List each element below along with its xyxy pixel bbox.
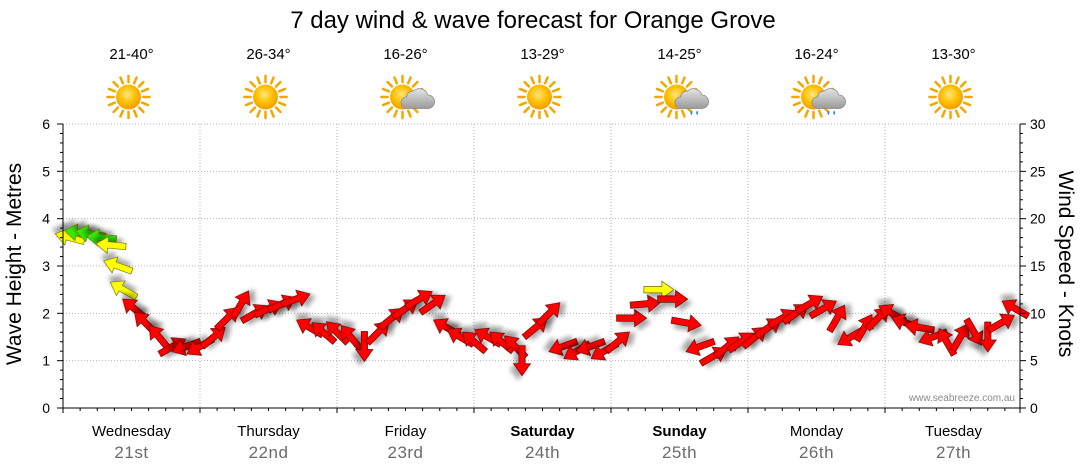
day-date: 22nd — [249, 443, 289, 462]
right-tick-label: 10 — [1030, 305, 1046, 321]
right-tick-label: 5 — [1030, 353, 1038, 369]
sunny-icon — [106, 74, 151, 120]
day-name: Wednesday — [92, 423, 171, 440]
sunny-icon — [517, 74, 562, 120]
wind-arrow — [85, 228, 118, 247]
day-temperature-range: 16-24° — [794, 46, 838, 63]
wind-arrow — [95, 235, 127, 255]
day-temperature-range: 14-25° — [657, 46, 701, 63]
wind-arrow — [629, 294, 661, 313]
wind-arrow — [280, 289, 311, 308]
day-temperature-range: 21-40° — [109, 46, 153, 63]
day-temperature-range: 26-34° — [246, 46, 290, 63]
wind-arrow — [986, 313, 1015, 334]
wind-arrow — [657, 289, 689, 309]
left-tick-label: 1 — [42, 353, 50, 369]
wind-arrow — [103, 256, 134, 275]
day-date: 27th — [936, 443, 971, 462]
wind-arrow — [404, 289, 433, 310]
partly-cloudy-showers-icon — [791, 74, 846, 120]
right-tick-label: 0 — [1030, 400, 1038, 416]
left-tick-label: 6 — [42, 116, 50, 132]
left-tick-label: 5 — [42, 163, 50, 179]
wind-arrow — [670, 314, 702, 333]
partly-cloudy-showers-icon — [654, 74, 709, 120]
day-date: 24th — [525, 443, 560, 462]
wind-arrows — [54, 223, 1031, 377]
day-name: Saturday — [510, 423, 575, 440]
wind-arrow — [462, 331, 489, 355]
day-date: 25th — [662, 443, 697, 462]
wind-arrow — [199, 326, 226, 350]
chart-title: 7 day wind & wave forecast for Orange Gr… — [290, 7, 776, 34]
wind-arrow — [794, 294, 824, 315]
day-date: 23rd — [387, 443, 423, 462]
day-date: 26th — [799, 443, 834, 462]
wind-arrow — [808, 299, 837, 320]
wind-arrow — [685, 337, 716, 357]
wind-arrow — [1001, 299, 1031, 320]
wind-arrow — [548, 337, 579, 357]
left-tick-label: 0 — [42, 400, 50, 416]
wind-arrow — [949, 323, 970, 353]
wind-arrow — [418, 294, 446, 316]
wind-arrow — [575, 337, 607, 357]
left-tick-label: 4 — [42, 211, 50, 227]
wind-arrow — [311, 322, 338, 345]
day-name: Friday — [385, 423, 427, 440]
day-name: Thursday — [237, 423, 300, 440]
daily-weather-row: 21-40° 26-34° 16-26° 13-29° 14-25° 16-24° 13-3… — [106, 46, 976, 120]
right-axis-label: Wind Speed - Knots — [1054, 171, 1077, 358]
wind-arrow — [109, 280, 139, 301]
right-tick-label: 15 — [1030, 258, 1046, 274]
day-temperature-range: 13-29° — [520, 46, 564, 63]
seabreeze-credit: www.seabreeze.com.au — [908, 393, 1015, 404]
left-tick-label: 2 — [42, 305, 50, 321]
day-date: 21st — [114, 443, 148, 462]
chart-axes: 0 1 2 3 4 5 6 0 5 10 15 20 25 30 — [42, 116, 1046, 416]
day-temperature-range: 13-30° — [931, 46, 975, 63]
right-tick-label: 20 — [1030, 211, 1046, 227]
sunny-icon — [243, 74, 288, 120]
chart-grid — [63, 123, 1020, 408]
wind-arrow — [355, 331, 374, 363]
day-temperature-range: 16-26° — [383, 46, 427, 63]
wind-arrow — [853, 313, 874, 343]
x-axis-labels: Wednesday 21st Thursday 22nd Friday 23rd Satur… — [92, 423, 982, 462]
wind-arrow — [512, 345, 532, 377]
sunny-icon — [928, 74, 973, 120]
right-tick-label: 30 — [1030, 116, 1046, 132]
wind-arrow — [826, 304, 847, 334]
day-name: Sunday — [652, 423, 707, 440]
wind-arrow — [230, 290, 251, 319]
wind-arrow — [978, 321, 997, 353]
wind-arrow — [603, 331, 630, 355]
day-name: Tuesday — [925, 423, 982, 440]
wind-arrow — [643, 280, 675, 299]
wind-arrow — [535, 302, 561, 327]
left-tick-label: 3 — [42, 258, 50, 274]
day-name: Monday — [790, 423, 844, 440]
left-axis-label: Wave Height - Metres — [3, 163, 26, 365]
wind-arrow — [616, 308, 648, 328]
wind-arrow — [148, 325, 172, 352]
wind-arrow — [963, 317, 984, 346]
partly-cloudy-icon — [380, 74, 435, 120]
right-tick-label: 25 — [1030, 163, 1046, 179]
